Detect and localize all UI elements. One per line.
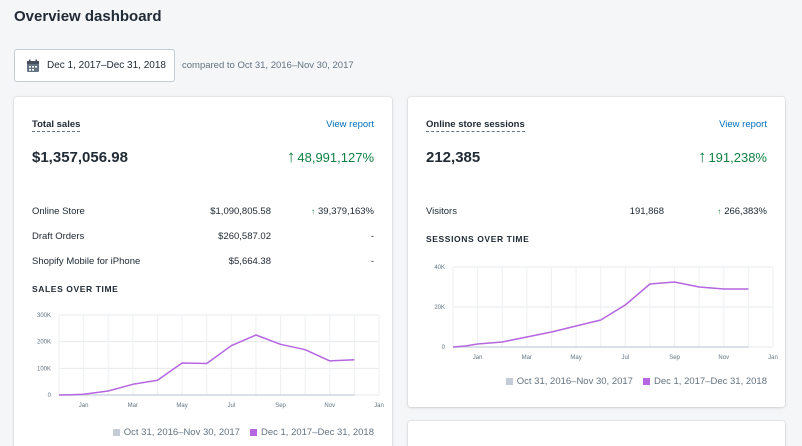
legend-item-previous: Oct 31, 2016–Nov 30, 2017 bbox=[112, 427, 240, 438]
legend-item-current: Dec 1, 2017–Dec 31, 2018 bbox=[249, 427, 374, 438]
legend-label: Dec 1, 2017–Dec 31, 2018 bbox=[653, 376, 767, 387]
row-value: $5,664.38 bbox=[228, 256, 271, 267]
row-value: 191,868 bbox=[629, 206, 664, 217]
view-report-link[interactable]: View report bbox=[719, 119, 767, 130]
legend-label: Oct 31, 2016–Nov 30, 2017 bbox=[516, 376, 633, 387]
x-tick-label: Nov bbox=[324, 403, 335, 409]
x-tick-label: Mar bbox=[522, 355, 532, 361]
total-sales-change: ↑ 48,991,127% bbox=[287, 147, 374, 167]
x-tick-label: Sep bbox=[669, 355, 680, 361]
total-sales-card: Total sales View report $1,357,056.98 ↑ … bbox=[14, 97, 392, 446]
legend-swatch bbox=[249, 429, 257, 436]
calendar-icon bbox=[26, 59, 40, 73]
sales-over-time-chart: 0 100K 200K 300K Jan Mar May Jul Sep Nov Jan bbox=[37, 313, 384, 409]
row-value: $260,587.02 bbox=[218, 231, 271, 242]
sessions-value: 212,385 bbox=[426, 148, 481, 166]
total-sales-title[interactable]: Total sales bbox=[32, 119, 81, 132]
x-tick-label: Jan bbox=[768, 355, 778, 361]
legend-swatch bbox=[505, 378, 513, 385]
sales-chart-legend: Oct 31, 2016–Nov 30, 2017 Dec 1, 2017–De… bbox=[103, 427, 374, 438]
arrow-up-icon: ↑ bbox=[286, 147, 296, 166]
sessions-breakdown: Visitors 191,868 ↑ 266,383% bbox=[426, 199, 767, 224]
sessions-over-time-chart: 0 20K 40K Jan Mar May Jul Sep Nov Jan bbox=[434, 265, 778, 361]
table-row: Online Store $1,090,805.58 ↑ 39,379,163% bbox=[32, 199, 374, 224]
y-tick-label: 20K bbox=[434, 305, 445, 311]
x-tick-label: Jul bbox=[227, 403, 235, 409]
sales-breakdown: Online Store $1,090,805.58 ↑ 39,379,163% … bbox=[32, 199, 374, 274]
arrow-up-icon: ↑ bbox=[311, 207, 315, 216]
x-tick-label: Jul bbox=[621, 355, 629, 361]
sessions-title[interactable]: Online store sessions bbox=[426, 119, 525, 132]
y-tick-label: 40K bbox=[434, 265, 445, 271]
row-change: - bbox=[370, 256, 374, 267]
view-report-link[interactable]: View report bbox=[326, 119, 374, 130]
total-sales-change-value: 48,991,127% bbox=[297, 149, 374, 165]
row-name: Online Store bbox=[32, 206, 85, 217]
sales-chart-title: SALES OVER TIME bbox=[32, 284, 119, 294]
arrow-up-icon: ↑ bbox=[717, 207, 722, 216]
sessions-chart-legend: Oct 31, 2016–Nov 30, 2017 Dec 1, 2017–De… bbox=[496, 376, 767, 387]
sessions-card: Online store sessions View report 212,38… bbox=[408, 97, 785, 407]
table-row: Visitors 191,868 ↑ 266,383% bbox=[426, 199, 767, 224]
y-tick-label: 300K bbox=[37, 313, 51, 319]
x-tick-label: Jan bbox=[374, 403, 384, 409]
legend-swatch bbox=[112, 429, 120, 436]
table-row: Shopify Mobile for iPhone $5,664.38 - bbox=[32, 249, 374, 274]
compare-text: compared to Oct 31, 2016–Nov 30, 2017 bbox=[182, 60, 354, 71]
series-line-current bbox=[452, 281, 749, 348]
next-card bbox=[408, 421, 785, 446]
arrow-up-icon: ↑ bbox=[697, 147, 707, 166]
legend-item-current: Dec 1, 2017–Dec 31, 2018 bbox=[642, 376, 767, 387]
legend-label: Oct 31, 2016–Nov 30, 2017 bbox=[123, 427, 240, 438]
row-name: Shopify Mobile for iPhone bbox=[32, 256, 141, 267]
x-tick-label: Sep bbox=[275, 403, 286, 409]
x-tick-label: Nov bbox=[718, 355, 729, 361]
y-tick-label: 200K bbox=[37, 340, 51, 346]
x-tick-label: Mar bbox=[128, 403, 138, 409]
row-change: - bbox=[370, 231, 374, 242]
series-line-current bbox=[58, 334, 355, 396]
table-row: Draft Orders $260,587.02 - bbox=[32, 224, 374, 249]
sessions-change: ↑ 191,238% bbox=[698, 147, 767, 167]
x-tick-label: Jan bbox=[79, 403, 89, 409]
row-name: Visitors bbox=[426, 206, 457, 217]
total-sales-value: $1,357,056.98 bbox=[32, 148, 128, 166]
date-range-button[interactable]: Dec 1, 2017–Dec 31, 2018 bbox=[14, 49, 175, 82]
sessions-chart-title: SESSIONS OVER TIME bbox=[426, 234, 530, 244]
x-tick-label: May bbox=[176, 403, 187, 409]
date-range-label: Dec 1, 2017–Dec 31, 2018 bbox=[47, 60, 166, 71]
x-tick-label: May bbox=[570, 355, 581, 361]
row-change-value: 266,383% bbox=[724, 206, 767, 217]
y-tick-label: 0 bbox=[48, 393, 52, 399]
sessions-change-value: 191,238% bbox=[708, 149, 767, 165]
row-name: Draft Orders bbox=[32, 231, 85, 242]
legend-swatch bbox=[642, 378, 650, 385]
row-change-value: 39,379,163% bbox=[318, 206, 374, 217]
row-change: ↑ 39,379,163% bbox=[271, 206, 374, 217]
page-title: Overview dashboard bbox=[14, 8, 162, 25]
legend-item-previous: Oct 31, 2016–Nov 30, 2017 bbox=[505, 376, 633, 387]
x-tick-label: Jan bbox=[473, 355, 483, 361]
row-value: $1,090,805.58 bbox=[210, 206, 271, 217]
y-tick-label: 0 bbox=[442, 345, 446, 351]
y-tick-label: 100K bbox=[37, 366, 51, 372]
row-change: ↑ 266,383% bbox=[664, 206, 767, 217]
legend-label: Dec 1, 2017–Dec 31, 2018 bbox=[260, 427, 374, 438]
